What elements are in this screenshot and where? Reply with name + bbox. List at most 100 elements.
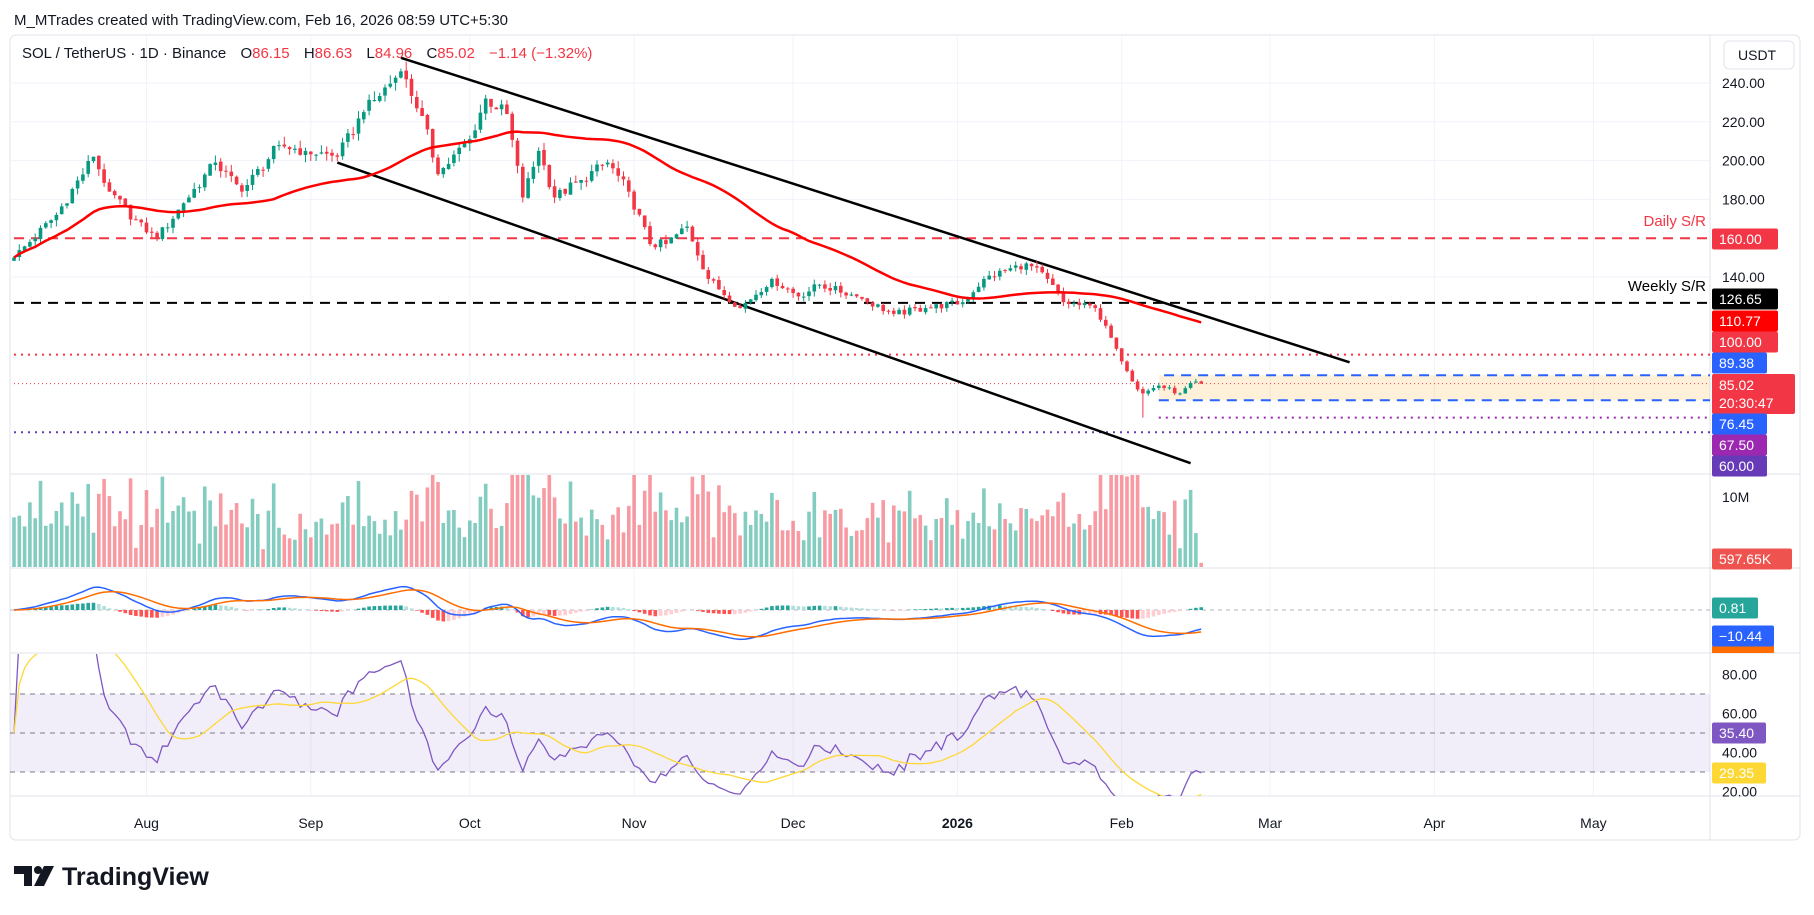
macd-histogram-bar [526, 610, 530, 618]
candle-body [717, 279, 721, 290]
volume-bar [881, 500, 885, 567]
rsi-line [13, 654, 1202, 796]
macd-histogram-bar [367, 606, 371, 610]
candle-body [902, 309, 907, 315]
macd-histogram-bar [701, 610, 705, 612]
volume-bar [494, 528, 499, 567]
rsi-tick: 40.00 [1722, 745, 1757, 761]
volume-bar [1178, 548, 1182, 567]
candle-body [409, 78, 414, 96]
volume-bar [250, 498, 255, 567]
macd-histogram-bar [1167, 610, 1172, 613]
candle-body [680, 228, 684, 235]
candle-body [12, 257, 16, 261]
candle-body [701, 254, 705, 270]
volume-bar [706, 491, 711, 567]
volume-bar [934, 519, 938, 567]
time-tick: Sep [298, 815, 323, 831]
rsi-pane [10, 654, 1710, 796]
macd-histogram-bar [383, 605, 387, 610]
macd-histogram-bar [574, 610, 578, 613]
candle-body [97, 155, 101, 170]
tradingview-logo-icon [14, 866, 54, 886]
candle-body [536, 150, 541, 166]
macd-histogram-bar [764, 607, 769, 610]
macd-histogram-bar [1093, 610, 1097, 614]
candle-body [1183, 388, 1188, 394]
candle-body [1098, 308, 1103, 320]
level-67-badge [1712, 434, 1767, 456]
macd-histogram-bar [181, 610, 186, 612]
volume-bar [563, 523, 567, 567]
macd-histogram-bar [372, 606, 377, 610]
candle-body [494, 107, 499, 110]
volume-bar [515, 475, 520, 567]
volume-bar [271, 483, 276, 567]
time-tick: Apr [1424, 815, 1446, 831]
volume-bar [314, 521, 318, 567]
volume-bar [240, 523, 244, 567]
volume-bar [505, 503, 509, 567]
candle-body [362, 112, 366, 120]
volume-bar [918, 514, 923, 567]
candle-body [1146, 390, 1150, 394]
currency-button[interactable]: USDT [1723, 40, 1795, 70]
candle-body [393, 77, 398, 83]
macd-histogram-bar [1024, 606, 1029, 610]
volume-bar [1183, 499, 1188, 567]
macd-histogram-bar [791, 605, 795, 610]
candle-body [70, 188, 75, 204]
macd-histogram-bar [144, 610, 149, 618]
volume-bar [685, 516, 689, 567]
tradingview-logo[interactable]: TradingView [14, 863, 209, 891]
volume-bar [197, 543, 202, 567]
macd-histogram-bar [1072, 610, 1076, 615]
volume-badge-text: 597.65K [1719, 551, 1772, 567]
volume-bar [150, 527, 154, 567]
volume-bar [28, 502, 32, 567]
volume-tick: 10M [1722, 489, 1749, 505]
volume-bar [372, 521, 377, 567]
volume-bar [468, 520, 472, 567]
candle-body [1172, 387, 1177, 394]
volume-bar [839, 508, 843, 567]
volume-bar [187, 511, 191, 567]
candle-body [632, 191, 636, 210]
candle-body [1008, 268, 1013, 271]
volume-bar [91, 532, 96, 567]
volume-bar [791, 520, 795, 567]
candle-body [833, 286, 838, 291]
rsi-ma-line [13, 654, 1202, 796]
level-89-badge-text: 89.38 [1719, 355, 1754, 371]
candle-body [881, 304, 885, 312]
macd-histogram-bar [441, 610, 446, 622]
volume-bar [65, 525, 69, 567]
volume-badge [1712, 548, 1792, 570]
volume-bar [642, 490, 647, 567]
macd-histogram-bar [139, 610, 143, 617]
volume-bar [542, 488, 546, 567]
volume-bar [595, 519, 599, 567]
support-zone [1158, 375, 1710, 401]
macd-histogram-bar [287, 607, 292, 610]
volume-bar [1013, 530, 1018, 567]
macd-histogram-bar [876, 609, 880, 610]
macd-histogram-bar [616, 607, 620, 610]
candle-body [1003, 270, 1007, 272]
candle-body [653, 244, 658, 248]
volume-bar [701, 475, 705, 567]
candle-body [319, 152, 324, 154]
candle-body [748, 299, 753, 303]
macd-histogram-badge-text: 0.81 [1719, 600, 1746, 616]
volume-bar [998, 503, 1002, 567]
candle-body [441, 168, 446, 175]
macd-histogram-bar [542, 610, 546, 615]
rsi-tick: 20.00 [1722, 784, 1757, 800]
volume-bar [1109, 475, 1113, 567]
macd-histogram-bar [128, 610, 133, 615]
volume-bar [568, 481, 573, 567]
change-value: −1.14 (−1.32%) [489, 45, 592, 62]
volume-bar [945, 498, 949, 567]
volume-bar [1035, 521, 1039, 567]
